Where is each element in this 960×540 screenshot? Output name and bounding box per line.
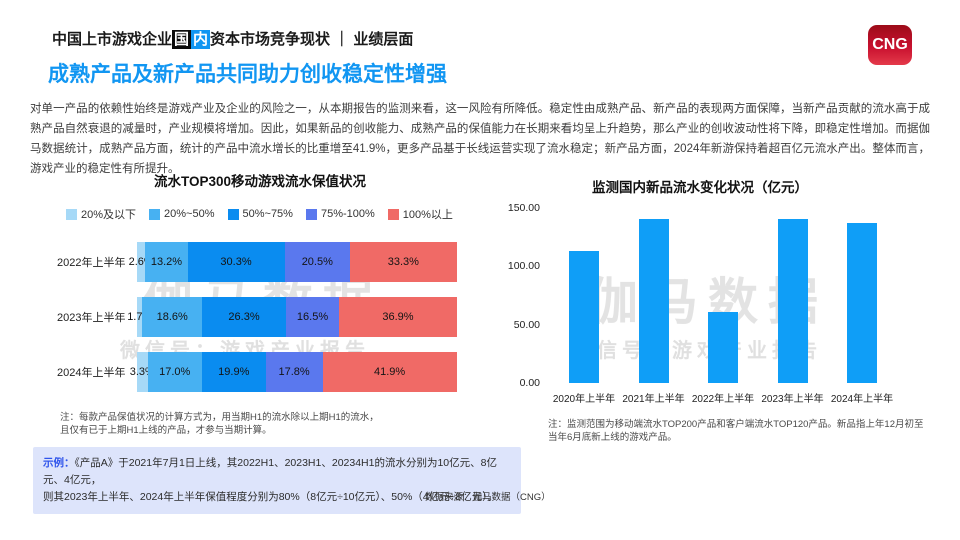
legend-swatch-icon [227, 208, 239, 220]
bar-segment-value: 17.0% [159, 366, 191, 378]
bar-segment-value: 33.3% [387, 256, 419, 268]
stacked-bar-rows: 2022年上半年 2.6% 13.2% 30.3% 20.5% 33.3% 2023年上半年… [57, 242, 457, 407]
bar-segment: 33.3% [350, 242, 457, 282]
example-box: 示例：《产品A》于2021年7月1日上线，其2022H1、2023H1、2023… [33, 447, 521, 514]
bar-segment: 18.6% [142, 297, 202, 337]
legend-item: 50%~75% [227, 208, 293, 220]
legend-swatch-icon [387, 208, 399, 220]
bar-segment: 16.5% [286, 297, 339, 337]
bar-segment: 17.0% [147, 352, 202, 392]
left-chart-legend: 20%及以下 20%~50% 50%~75% 75%-100% 100%以上 [66, 206, 453, 222]
bar-segment: 3.3% [130, 352, 155, 392]
body-paragraph: 对单一产品的依赖性始终是游戏产业及企业的风险之一，从本期报告的监测来看，这一风险… [30, 103, 930, 175]
data-source: 数据来源：伽马数据（CNG） [425, 492, 551, 503]
x-axis-label: 2024年上半年 [830, 394, 894, 405]
bar-segment: 13.2% [145, 242, 188, 282]
legend-item: 20%~50% [149, 208, 215, 220]
y-axis-tick: 100.00 [507, 260, 540, 273]
y-axis-tick: 0.00 [519, 376, 540, 389]
stacked-bar: 3.3% 17.0% 19.9% 17.8% 41.9% [130, 352, 457, 392]
legend-label: 50%~75% [242, 208, 293, 220]
legend-swatch-icon [305, 208, 317, 220]
legend-label: 20%及以下 [81, 209, 137, 221]
x-axis-label: 2020年上半年 [552, 394, 616, 405]
left-chart-note: 注：每款产品保值状况的计算方式为，用当期H1的流水除以上期H1的流水， 且仅有已… [60, 412, 379, 437]
legend-label: 75%-100% [320, 208, 375, 220]
vertical-bar [569, 251, 599, 383]
bar-segment: 36.9% [338, 297, 457, 337]
legend-label: 20%~50% [164, 208, 215, 220]
right-note-line2: 当年6月底新上线的游戏产品。 [548, 431, 677, 443]
bar-segment: 19.9% [201, 352, 266, 392]
left-note-line1: 注：每款产品保值状况的计算方式为，用当期H1的流水除以上期H1的流水， [60, 412, 379, 423]
bar-segment: 2.6% [129, 242, 154, 282]
example-line2: 则其2023年上半年、2024年上半年保值程度分别为80%（8亿元÷10亿元）、… [43, 491, 498, 503]
bar-segment-value: 16.5% [296, 311, 329, 323]
bar-segment-value: 30.3% [220, 256, 252, 268]
legend-item: 75%-100% [305, 208, 375, 220]
example-line1: 示例：《产品A》于2021年7月1日上线，其2022H1、2023H1、2023… [43, 455, 511, 489]
vertical-bar [708, 311, 738, 383]
vertical-bar [638, 218, 669, 383]
page-title: 成熟产品及新产品共同助力创收稳定性增强 [48, 63, 447, 86]
row-label: 2023年上半年 [57, 312, 126, 324]
bar-segment: 30.3% [187, 242, 285, 282]
bar-segment-value: 20.5% [301, 256, 333, 268]
chart-retention-title: 流水TOP300移动游戏流水保值状况 [153, 174, 367, 189]
bar-segment-value: 36.9% [382, 311, 414, 323]
legend-swatch-icon [149, 208, 161, 220]
stacked-bar-row: 2023年上半年 1.7% 18.6% 26.3% 16.5% 36.9% [57, 297, 457, 337]
header-highlight-char-2: 内 [191, 30, 211, 49]
chart-retention: 流水TOP300移动游戏流水保值状况 20%及以下 20%~50% 50%~75% 7… [30, 170, 490, 400]
cng-logo: CNG [868, 25, 912, 65]
row-label: 2024年上半年 [57, 367, 126, 379]
stacked-bar-row: 2024年上半年 3.3% 17.0% 19.9% 17.8% 41.9% [57, 352, 457, 392]
header-highlight-char-1: 国 [172, 30, 192, 49]
bar-segment-value: 13.2% [150, 256, 183, 268]
bar-segment-value: 19.9% [218, 366, 250, 378]
legend-swatch-icon [66, 208, 77, 220]
x-axis-label: 2023年上半年 [761, 394, 824, 405]
x-axis-label: 2022年上半年 [691, 394, 755, 405]
stacked-bar: 1.7% 18.6% 26.3% 16.5% 36.9% [127, 297, 457, 337]
vertical-bar [847, 223, 877, 383]
vertical-bar [777, 218, 808, 383]
y-axis-tick: 150.00 [507, 202, 540, 214]
bar-segment: 26.3% [201, 297, 287, 337]
x-axis-label: 2021年上半年 [622, 394, 685, 405]
bar-segment-value: 17.8% [278, 366, 310, 378]
bar-segment-value: 41.9% [374, 366, 406, 378]
legend-label: 100%以上 [402, 209, 453, 221]
stacked-bar: 2.6% 13.2% 30.3% 20.5% 33.3% [129, 242, 457, 282]
row-label: 2022年上半年 [57, 257, 126, 269]
example-label: 示例： [43, 457, 75, 469]
left-note-line2: 且仅有已于上期H1上线的产品，才参与当期计算。 [60, 424, 272, 436]
chart-new-products: 监测国内新品流水变化状况（亿元） 150.00 100.00 50.00 0.00 2… [490, 170, 950, 420]
bar-segment: 17.8% [265, 352, 323, 392]
right-chart-note: 注：监测范围为移动端流水TOP200产品和客户端流水TOP120产品。新品指上年… [548, 419, 923, 444]
bar-segment: 20.5% [284, 242, 351, 282]
bar-segment-value: 26.3% [228, 311, 260, 323]
y-axis-tick: 50.00 [513, 318, 540, 331]
bar-segment: 41.9% [322, 352, 457, 392]
header-title-part2: 资本市场竞争现状 ｜ 业绩层面 [210, 31, 414, 48]
page-header: 中国上市游戏企业国内资本市场竞争现状 ｜ 业绩层面 [52, 28, 413, 49]
chart-new-products-title: 监测国内新品流水变化状况（亿元） [592, 180, 808, 195]
legend-item: 20%及以下 [66, 206, 136, 222]
cng-logo-text: CNG [872, 36, 908, 53]
header-title-part1: 中国上市游戏企业 [52, 31, 173, 48]
right-note-line1: 注：监测范围为移动端流水TOP200产品和客户端流水TOP120产品。新品指上年… [548, 419, 924, 430]
stacked-bar-row: 2022年上半年 2.6% 13.2% 30.3% 20.5% 33.3% [57, 242, 457, 282]
bar-segment-value: 18.6% [156, 311, 188, 323]
watermark-wechat-right: 微信号：游戏产业报告 [572, 340, 822, 362]
legend-item: 100%以上 [387, 206, 453, 222]
example-text1: 《产品A》于2021年7月1日上线，其2022H1、2023H1、20234H1… [43, 457, 497, 486]
